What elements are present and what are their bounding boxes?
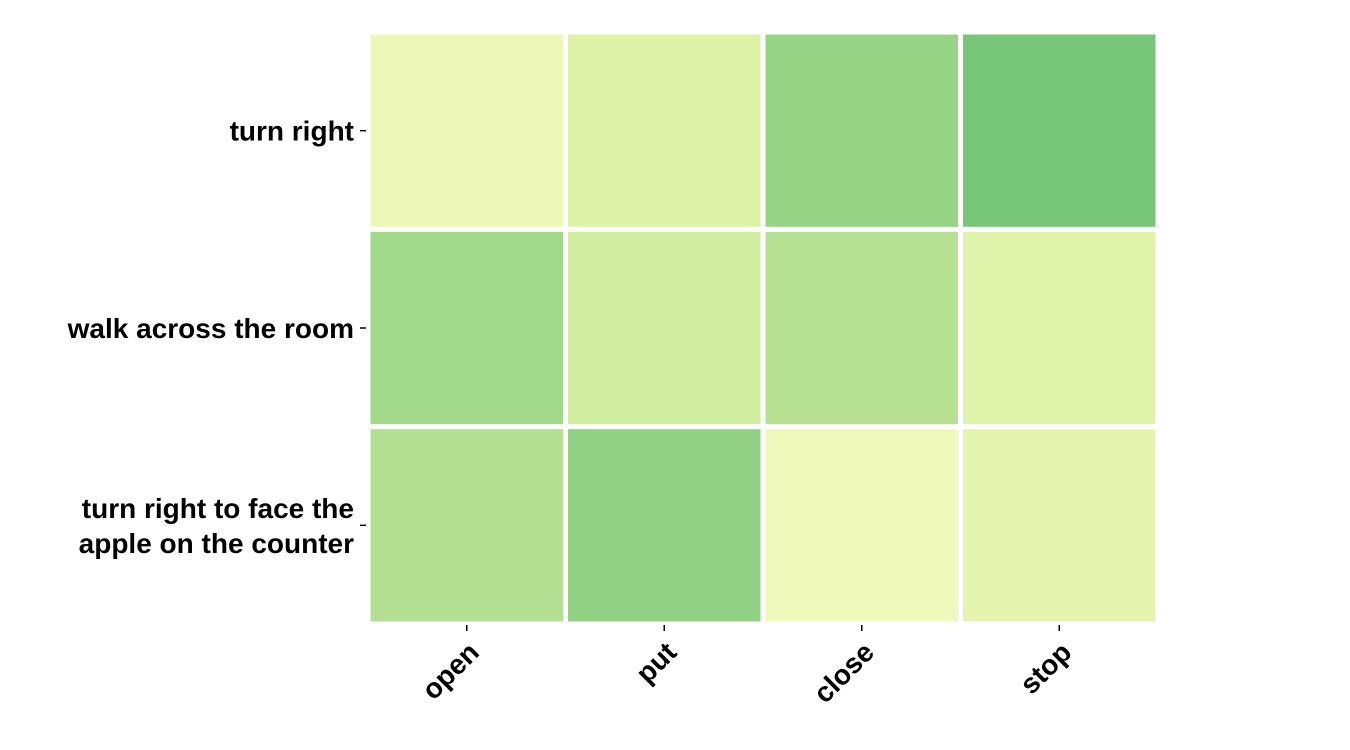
y-tick-label: turn right xyxy=(230,116,354,147)
heatmap-cell xyxy=(568,34,761,227)
y-tick-label: walk across the room xyxy=(67,313,354,344)
x-tick-label: put xyxy=(630,636,683,689)
y-axis: turn right walk across the room turn right… xyxy=(67,116,366,559)
y-tick-label: turn right to face the apple on the count… xyxy=(79,493,354,559)
x-tick-label: close xyxy=(807,636,880,709)
heatmap-cell xyxy=(765,231,958,425)
x-tick-label: stop xyxy=(1014,636,1078,700)
heatmap-cell xyxy=(963,231,1156,425)
x-axis: open put close stop xyxy=(416,625,1078,709)
heatmap-cell xyxy=(765,429,958,622)
heatmap-cell xyxy=(370,231,563,425)
x-tick-label: open xyxy=(416,636,485,705)
heatmap-cell xyxy=(370,429,563,622)
heatmap-cell xyxy=(568,231,761,425)
heatmap-cells xyxy=(370,34,1156,622)
heatmap-cell xyxy=(370,34,563,227)
heatmap-cell xyxy=(765,34,958,227)
heatmap-cell xyxy=(568,429,761,622)
heatmap-cell xyxy=(963,34,1156,227)
heatmap-cell xyxy=(963,429,1156,622)
